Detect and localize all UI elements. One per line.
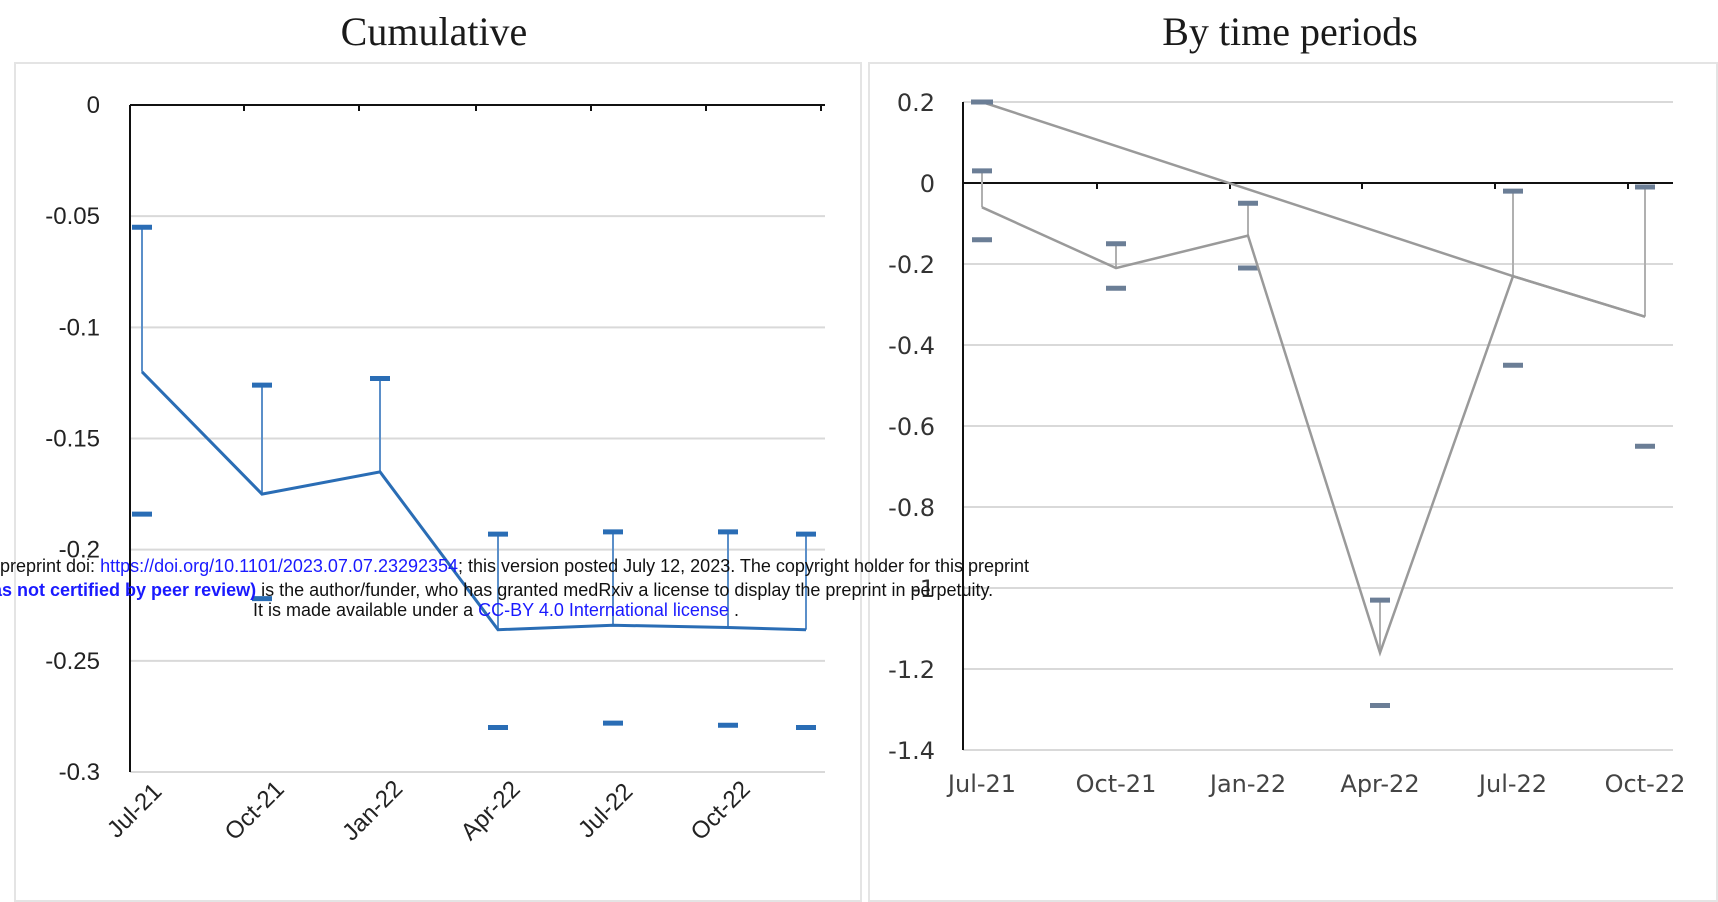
y-tick-label: -0.1 <box>59 314 100 341</box>
x-tick-label: Oct-21 <box>220 776 290 846</box>
cumulative-chart-title: Cumulative <box>340 9 528 54</box>
y-tick-label: -1 <box>911 575 935 603</box>
y-tick-label: -0.15 <box>45 426 100 453</box>
time-periods-chart-title: By time periods <box>1162 9 1418 54</box>
x-tick-label: Jul-22 <box>1477 770 1547 798</box>
preprint-notice-line-2: as not certified by peer review) is the … <box>0 580 1710 601</box>
y-tick-label: -0.2 <box>59 537 100 564</box>
y-tick-label: -0.3 <box>59 759 100 786</box>
notice-line2-suffix: is the author/funder, who has granted me… <box>256 580 994 600</box>
x-tick-label: Oct-21 <box>1076 770 1157 798</box>
y-tick-label: -1.4 <box>888 737 935 765</box>
y-tick-label: -1.2 <box>888 656 935 684</box>
x-tick-label: Jul-21 <box>102 778 167 843</box>
notice-line1-prefix: preprint doi: <box>0 556 101 576</box>
x-tick-label: Jul-22 <box>573 778 638 843</box>
cumulative-estimate-line <box>140 370 807 632</box>
preprint-notice-line-1: preprint doi: https://doi.org/10.1101/20… <box>0 556 1718 577</box>
x-tick-label: Jan-22 <box>337 775 408 846</box>
y-tick-label: 0 <box>920 170 935 198</box>
x-tick-label: Jan-22 <box>1208 770 1286 798</box>
y-tick-label: 0 <box>87 92 100 119</box>
y-tick-label: -0.05 <box>45 203 100 230</box>
x-tick-label: Oct-22 <box>686 776 756 846</box>
x-tick-label: Apr-22 <box>456 776 526 846</box>
x-tick-label: Oct-22 <box>1605 770 1686 798</box>
notice-line2-bold: as not certified by peer review) <box>0 580 257 600</box>
notice-line3-suffix: . <box>728 600 739 620</box>
trend-line <box>981 100 1646 318</box>
license-link[interactable]: CC-BY 4.0 International license <box>478 600 729 620</box>
y-tick-label: -0.4 <box>888 332 935 360</box>
preprint-notice-line-3: It is made available under a CC-BY 4.0 I… <box>253 600 1718 621</box>
notice-line1-suffix: ; this version posted July 12, 2023. The… <box>458 556 1030 576</box>
y-tick-label: -0.8 <box>888 494 935 522</box>
y-tick-label: -0.2 <box>888 251 935 279</box>
y-tick-label: -0.25 <box>45 648 100 675</box>
x-tick-label: Jul-21 <box>946 770 1016 798</box>
y-tick-label: 0.2 <box>897 89 935 117</box>
y-tick-label: -0.6 <box>888 413 935 441</box>
notice-line3-prefix: It is made available under a <box>253 600 479 620</box>
doi-link[interactable]: https://doi.org/10.1101/2023.07.07.23292… <box>100 556 459 576</box>
x-tick-label: Apr-22 <box>1340 770 1419 798</box>
